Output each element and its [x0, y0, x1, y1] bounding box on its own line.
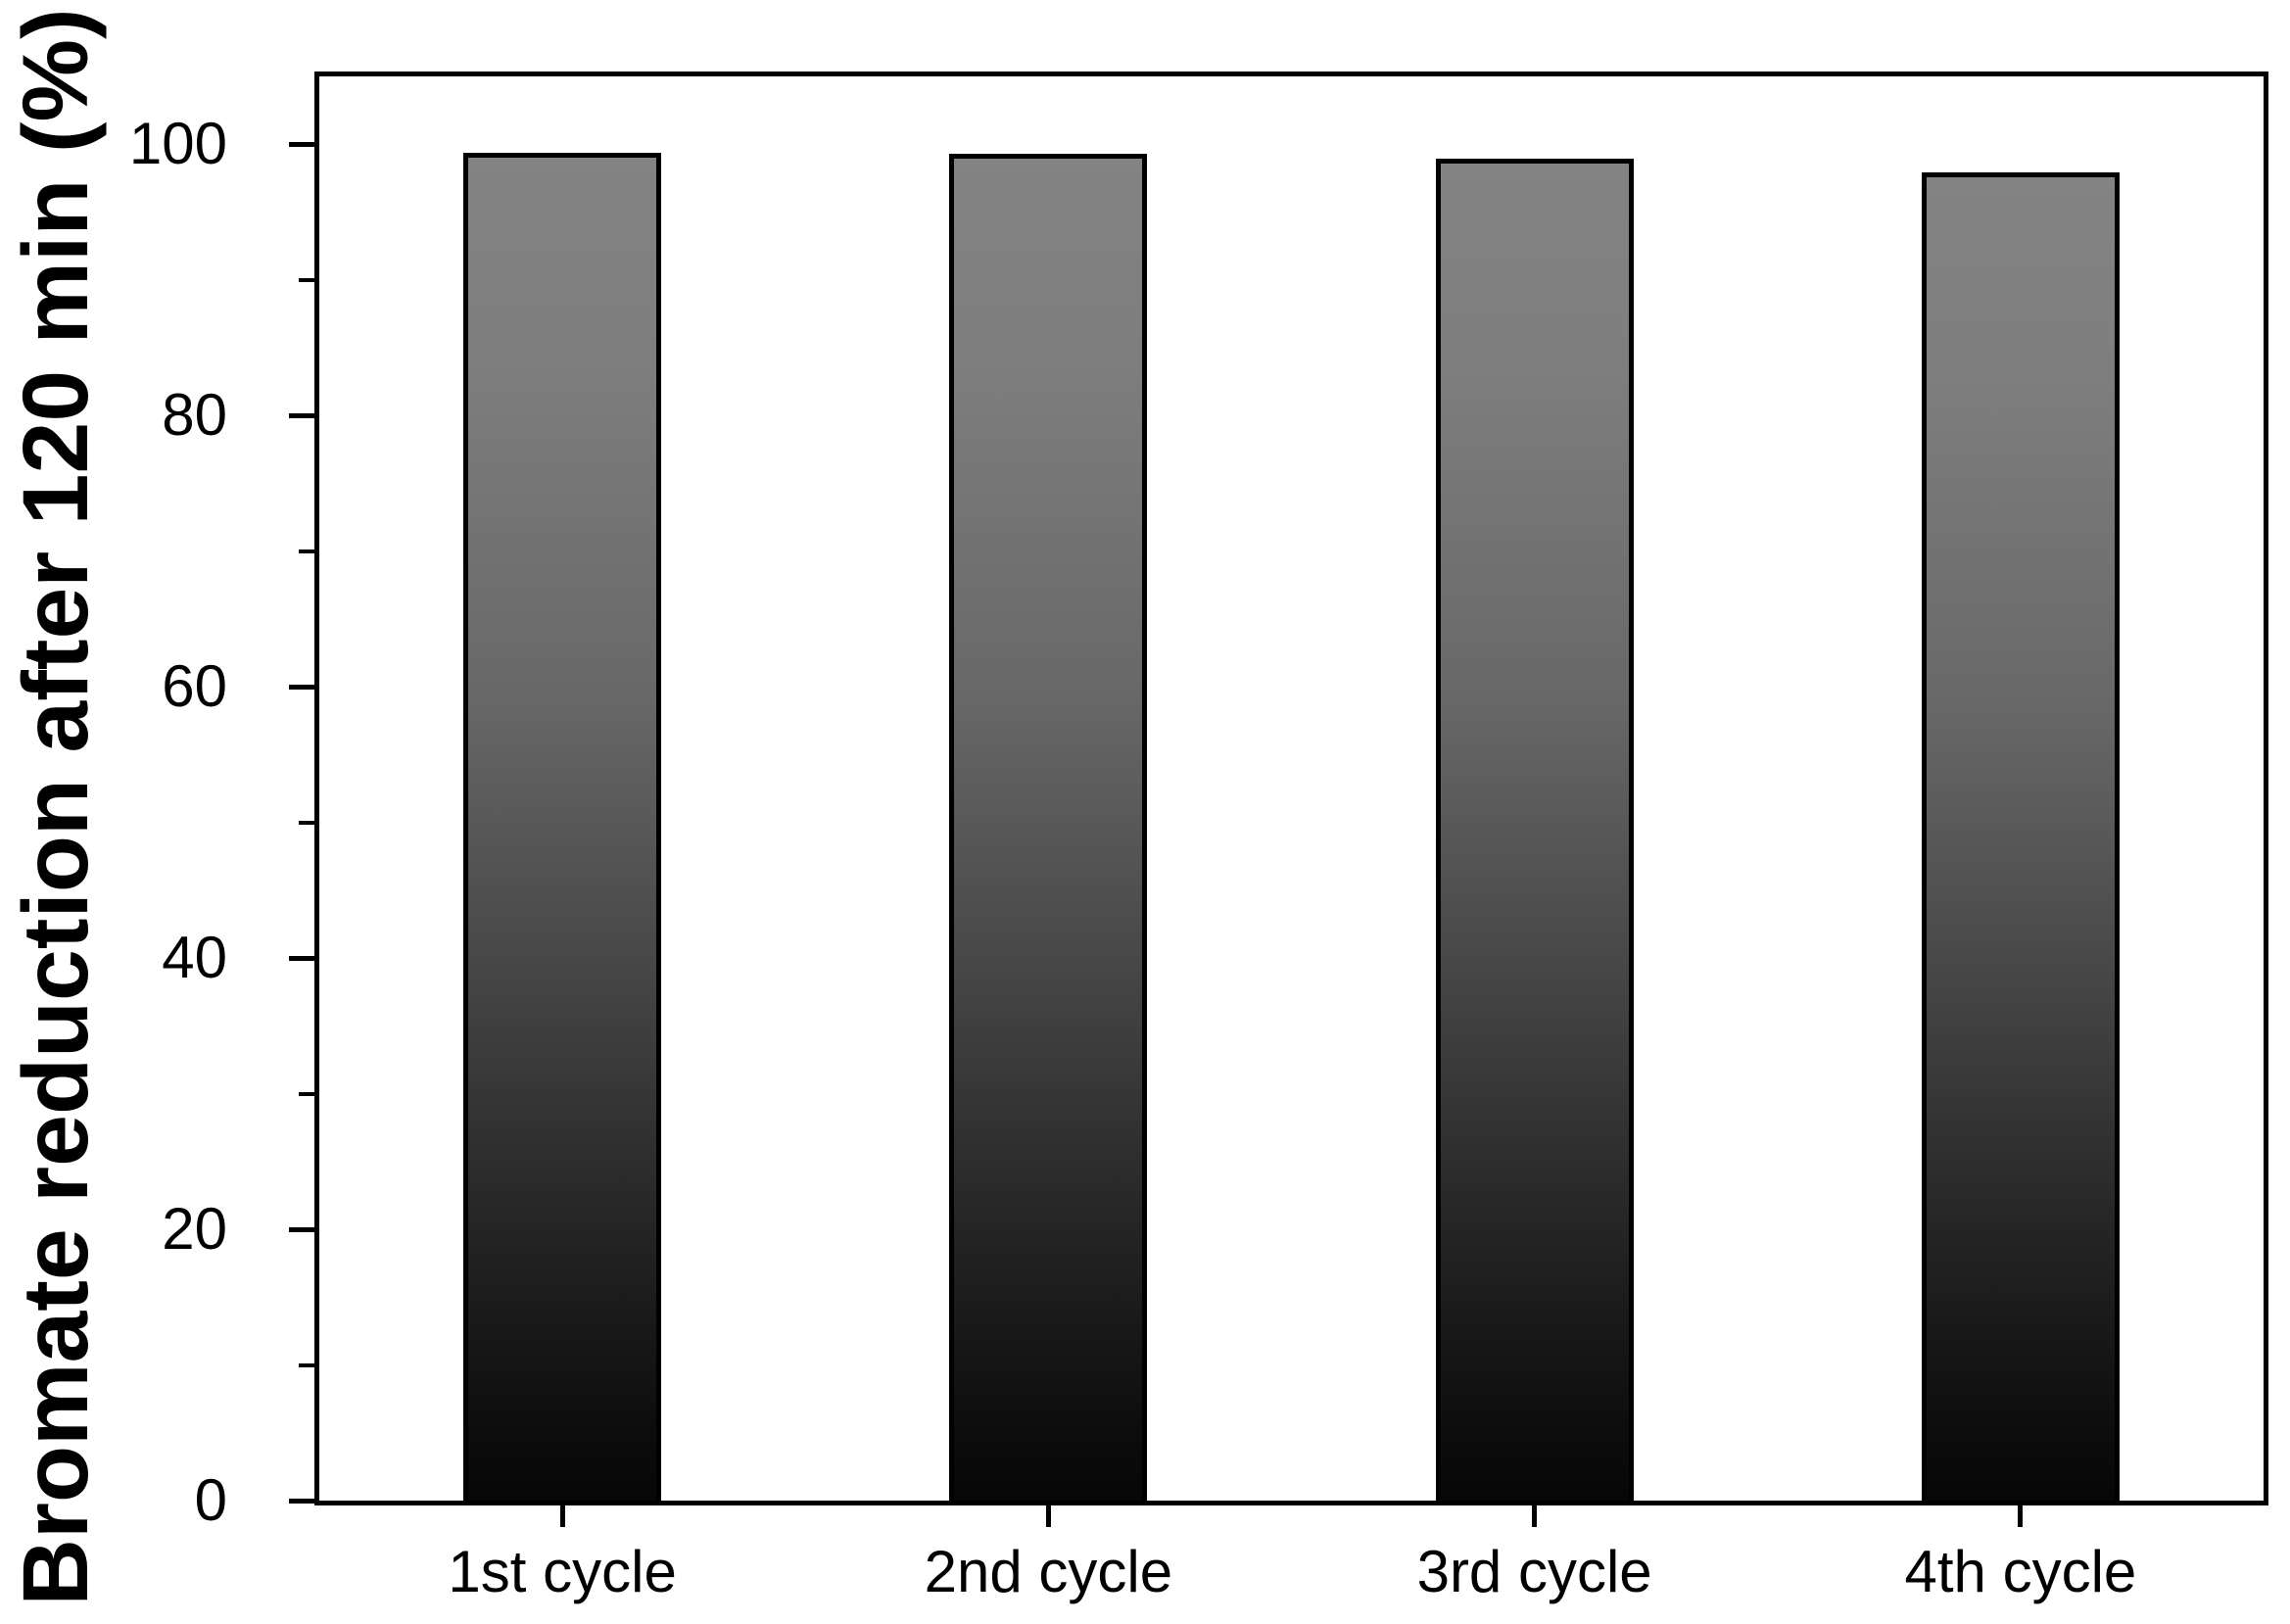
- y-axis-minor-tick: [299, 820, 314, 825]
- y-axis-tick-label: 40: [162, 925, 227, 991]
- bar-4th-cycle: [1921, 172, 2120, 1501]
- y-axis-major-tick: [289, 684, 314, 690]
- y-axis-tick-label: 60: [162, 653, 227, 720]
- y-axis-minor-tick: [299, 1091, 314, 1096]
- y-axis-major-tick: [289, 1226, 314, 1232]
- y-axis-major-tick: [289, 1498, 314, 1504]
- bar-2nd-cycle: [949, 153, 1148, 1501]
- y-axis-minor-tick: [299, 277, 314, 282]
- y-axis-tick-label: 100: [128, 111, 227, 177]
- bar-1st-cycle: [463, 152, 662, 1501]
- x-axis-tick-label: 2nd cycle: [924, 1539, 1173, 1604]
- x-axis-tick-label: 4th cycle: [1904, 1539, 2137, 1604]
- x-axis-tick-label: 1st cycle: [448, 1539, 677, 1604]
- x-axis-tick: [2018, 1505, 2024, 1527]
- y-axis-major-tick: [289, 141, 314, 147]
- y-axis-title: Bromate reduction after 120 min (%): [4, 8, 108, 1606]
- x-axis-tick: [1045, 1505, 1051, 1527]
- y-axis-tick-label: 0: [194, 1467, 227, 1533]
- y-axis-minor-tick: [299, 549, 314, 553]
- bar-3rd-cycle: [1435, 159, 1634, 1501]
- y-axis-minor-tick: [299, 1362, 314, 1367]
- x-axis-tick-label: 3rd cycle: [1416, 1539, 1652, 1604]
- y-axis-major-tick: [289, 412, 314, 418]
- y-axis-tick-label: 80: [162, 382, 227, 449]
- x-axis-tick: [1532, 1505, 1538, 1527]
- x-axis-tick: [559, 1505, 565, 1527]
- y-axis-tick-label: 20: [162, 1196, 227, 1263]
- y-axis-major-tick: [289, 955, 314, 961]
- plot-area: [314, 72, 2268, 1505]
